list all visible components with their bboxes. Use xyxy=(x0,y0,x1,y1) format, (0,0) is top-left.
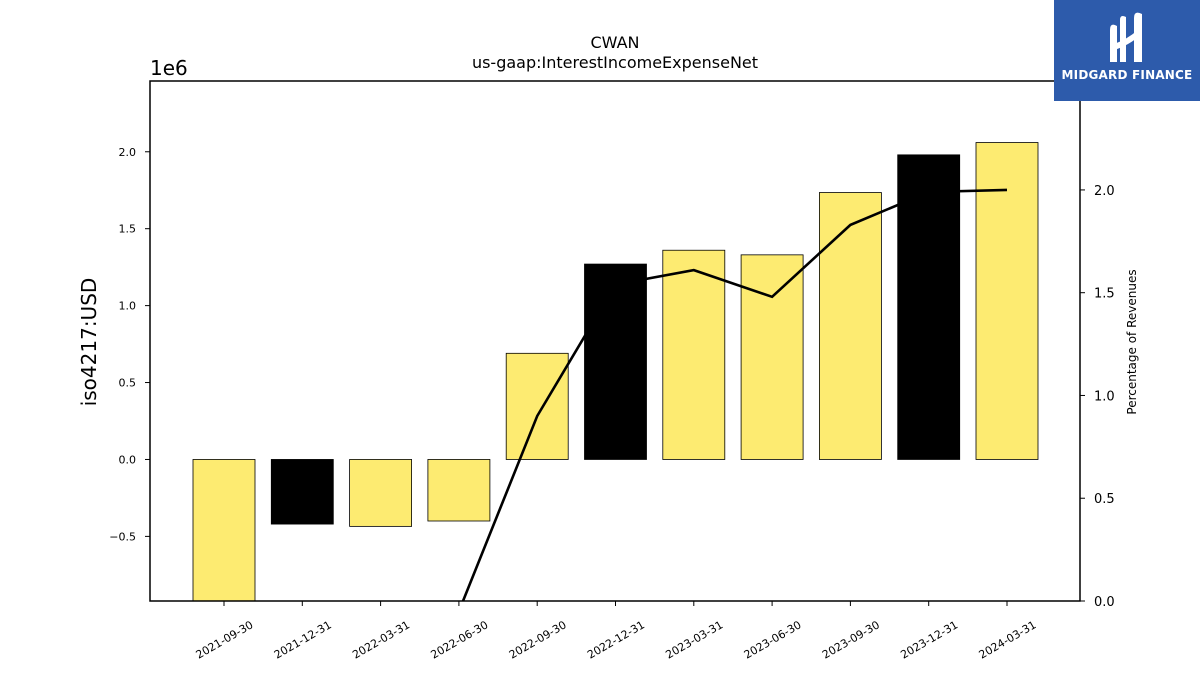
bar-2022-03-31 xyxy=(349,459,413,527)
x-tick-label: 2023-12-31 xyxy=(898,618,960,661)
x-tick-label: 2023-03-31 xyxy=(663,618,725,661)
x-tick-label: 2023-06-30 xyxy=(742,618,804,661)
x-tick-label: 2021-09-30 xyxy=(194,618,256,661)
x-tick-label: 2021-12-31 xyxy=(272,618,334,661)
bar-2022-12-31 xyxy=(584,263,647,460)
y2-tick-label: 0.0 xyxy=(1094,595,1115,610)
y2-tick-label: 1.5 xyxy=(1094,287,1115,302)
percentage-of-revenues-line xyxy=(461,188,1008,601)
x-tick-label: 2022-06-30 xyxy=(429,618,491,661)
y-tick-label: 1.0 xyxy=(119,300,137,313)
x-tick-label: 2022-03-31 xyxy=(350,618,412,661)
line-series xyxy=(461,188,1008,601)
y2-tick-label: 0.5 xyxy=(1094,492,1115,507)
y2-axis-ticks: 0.0 0.5 1.0 1.5 2.0 xyxy=(1080,184,1115,610)
y2-tick-label: 2.0 xyxy=(1094,184,1115,199)
y-tick-label: 0.5 xyxy=(119,377,137,390)
bar-2023-06-30 xyxy=(740,254,804,460)
x-tick-label: 2022-12-31 xyxy=(585,618,647,661)
y-axis-label: iso4217:USD xyxy=(77,278,101,407)
y-tick-label: 0.0 xyxy=(119,453,137,466)
bar-2021-12-31 xyxy=(270,459,334,525)
y2-axis-label: Percentage of Revenues xyxy=(1125,269,1139,414)
y-axis-ticks: −0.5 0.0 0.5 1.0 1.5 2.0 xyxy=(109,146,150,543)
bar-2023-12-31 xyxy=(897,154,961,460)
logo-text: MIDGARD FINANCE xyxy=(1061,68,1193,82)
x-tick-label: 2022-09-30 xyxy=(507,618,569,661)
x-axis-ticks: 2021-09-30 2021-12-31 2022-03-31 2022-06-30… xyxy=(194,601,1039,662)
chart-subtitle: us-gaap:InterestIncomeExpenseNet xyxy=(472,53,758,72)
chart-title: CWAN xyxy=(590,33,639,52)
bar-2023-03-31 xyxy=(662,249,726,460)
y-tick-label: 1.5 xyxy=(119,223,137,236)
bar-series xyxy=(192,142,1039,602)
bar-2021-09-30 xyxy=(192,459,256,602)
x-tick-label: 2023-09-30 xyxy=(820,618,882,661)
x-tick-label: 2024-03-31 xyxy=(977,618,1039,661)
bar-2023-09-30 xyxy=(819,192,882,460)
y2-tick-label: 1.0 xyxy=(1094,389,1115,404)
bar-2022-06-30 xyxy=(427,459,491,522)
y-axis-offset-label: 1e6 xyxy=(150,56,188,80)
bar-2022-09-30 xyxy=(505,352,569,460)
bar-2024-03-31 xyxy=(975,142,1039,460)
y-tick-label: −0.5 xyxy=(109,530,136,543)
mf-monogram-icon xyxy=(1110,12,1142,63)
y-tick-label: 2.0 xyxy=(119,146,137,159)
midgard-finance-logo: MIDGARD FINANCE xyxy=(1054,0,1200,101)
